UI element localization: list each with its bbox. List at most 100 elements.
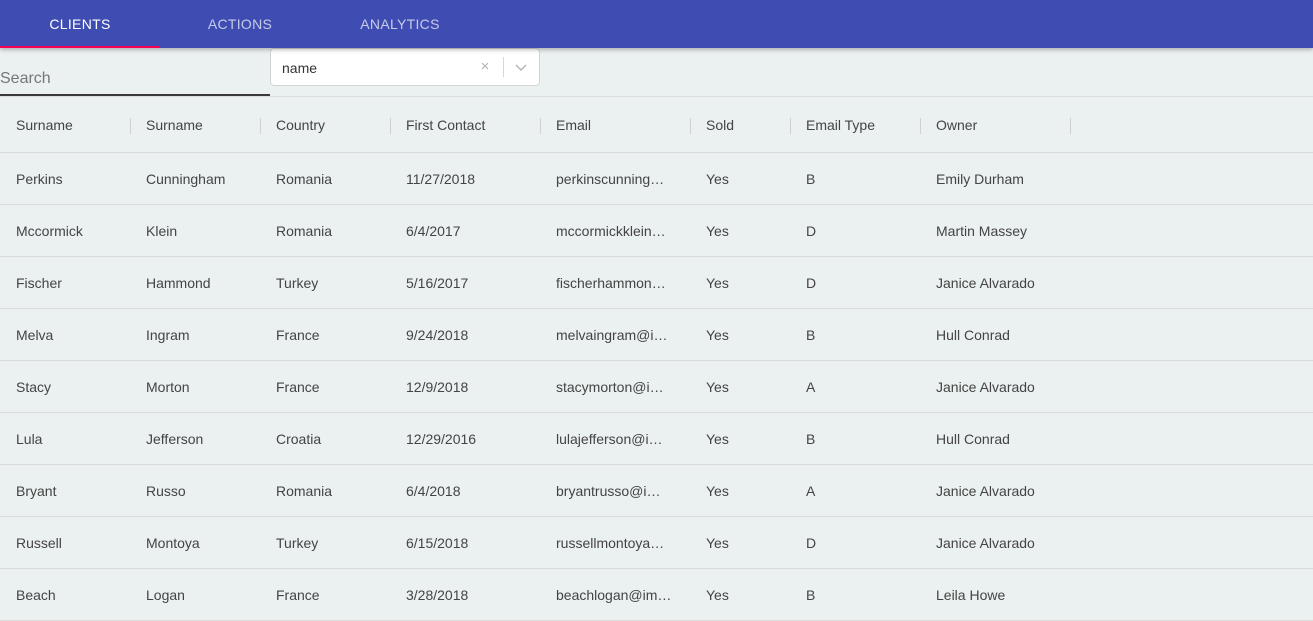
cell-email: stacymorton@i… — [556, 379, 664, 395]
table-row[interactable]: Beach Logan France 3/28/2018 beachlogan@… — [0, 569, 1313, 621]
cell-surname-2: Cunningham — [146, 171, 226, 187]
column-header-first-contact[interactable]: First Contact — [406, 117, 486, 133]
cell-first-contact: 12/9/2018 — [406, 379, 469, 395]
cell-sold: Yes — [706, 431, 729, 447]
cell-email: beachlogan@im… — [556, 587, 672, 603]
column-header-owner[interactable]: Owner — [936, 117, 978, 133]
cell-email-type: D — [806, 275, 817, 291]
clients-table: Surname Surname Country First Contact Em… — [0, 96, 1313, 621]
column-separator[interactable] — [390, 118, 391, 134]
tab-actions[interactable]: ACTIONS — [160, 0, 320, 48]
cell-email-type: B — [806, 171, 816, 187]
cell-country: France — [276, 379, 320, 395]
table-row[interactable]: Fischer Hammond Turkey 5/16/2017 fischer… — [0, 257, 1313, 309]
select-separator — [503, 57, 504, 77]
cell-first-contact: 12/29/2016 — [406, 431, 477, 447]
cell-sold: Yes — [706, 483, 729, 499]
cell-first-contact: 3/28/2018 — [406, 587, 469, 603]
cell-sold: Yes — [706, 275, 729, 291]
cell-first-contact: 6/4/2018 — [406, 483, 461, 499]
cell-surname: Mccormick — [16, 223, 83, 239]
cell-surname: Perkins — [16, 171, 63, 187]
cell-country: Romania — [276, 223, 333, 239]
tab-clients[interactable]: CLIENTS — [0, 0, 160, 48]
cell-surname-2: Ingram — [146, 327, 190, 343]
cell-owner: Janice Alvarado — [936, 275, 1035, 291]
tab-analytics-label: ANALYTICS — [360, 16, 440, 32]
cell-sold: Yes — [706, 379, 729, 395]
column-header-email[interactable]: Email — [556, 117, 592, 133]
column-separator[interactable] — [1070, 118, 1071, 134]
cell-surname-2: Montoya — [146, 535, 200, 551]
clear-icon[interactable]: × — [480, 58, 490, 75]
cell-sold: Yes — [706, 587, 729, 603]
cell-country: France — [276, 327, 320, 343]
column-separator[interactable] — [260, 118, 261, 134]
search-column-select[interactable]: name × — [270, 48, 540, 86]
chevron-down-icon[interactable] — [514, 60, 528, 74]
cell-surname-2: Hammond — [146, 275, 211, 291]
cell-email: melvaingram@i… — [556, 327, 668, 343]
search-input[interactable] — [0, 66, 268, 92]
cell-country: Croatia — [276, 431, 322, 447]
cell-email-type: B — [806, 431, 816, 447]
column-separator[interactable] — [920, 118, 921, 134]
table-row[interactable]: Lula Jefferson Croatia 12/29/2016 lulaje… — [0, 413, 1313, 465]
cell-first-contact: 6/4/2017 — [406, 223, 461, 239]
cell-owner: Hull Conrad — [936, 327, 1010, 343]
table-row[interactable]: Mccormick Klein Romania 6/4/2017 mccormi… — [0, 205, 1313, 257]
cell-country: Turkey — [276, 535, 319, 551]
column-header-surname[interactable]: Surname — [16, 117, 73, 133]
cell-email-type: A — [806, 483, 816, 499]
cell-country: Turkey — [276, 275, 319, 291]
cell-email-type: D — [806, 535, 817, 551]
cell-first-contact: 6/15/2018 — [406, 535, 469, 551]
table-row[interactable]: Perkins Cunningham Romania 11/27/2018 pe… — [0, 153, 1313, 205]
column-header-sold[interactable]: Sold — [706, 117, 735, 133]
table-header: Surname Surname Country First Contact Em… — [0, 97, 1313, 153]
tab-actions-label: ACTIONS — [207, 16, 273, 32]
cell-owner: Janice Alvarado — [936, 535, 1035, 551]
column-header-surname-2[interactable]: Surname — [146, 117, 203, 133]
cell-country: Romania — [276, 483, 333, 499]
cell-email: mccormickklein… — [556, 223, 666, 239]
cell-country: France — [276, 587, 320, 603]
column-header-email-type[interactable]: Email Type — [806, 117, 875, 133]
table-row[interactable]: Stacy Morton France 12/9/2018 stacymorto… — [0, 361, 1313, 413]
column-header-country[interactable]: Country — [276, 117, 326, 133]
cell-email: russellmontoya… — [556, 535, 665, 551]
column-separator[interactable] — [690, 118, 691, 134]
cell-sold: Yes — [706, 327, 729, 343]
cell-email: bryantrusso@i… — [556, 483, 661, 499]
cell-owner: Janice Alvarado — [936, 483, 1035, 499]
cell-surname-2: Logan — [146, 587, 185, 603]
cell-surname: Beach — [16, 587, 56, 603]
cell-surname: Melva — [16, 327, 54, 343]
tab-analytics[interactable]: ANALYTICS — [320, 0, 480, 48]
cell-surname-2: Klein — [146, 223, 178, 239]
cell-surname: Fischer — [16, 275, 62, 291]
table-row[interactable]: Melva Ingram France 9/24/2018 melvaingra… — [0, 309, 1313, 361]
cell-owner: Hull Conrad — [936, 431, 1010, 447]
cell-first-contact: 5/16/2017 — [406, 275, 469, 291]
cell-sold: Yes — [706, 223, 729, 239]
cell-email-type: B — [806, 587, 816, 603]
column-separator[interactable] — [540, 118, 541, 134]
active-tab-indicator — [0, 46, 160, 48]
cell-owner: Martin Massey — [936, 223, 1028, 239]
cell-sold: Yes — [706, 171, 729, 187]
select-value: name — [282, 60, 318, 76]
cell-surname-2: Russo — [146, 483, 186, 499]
cell-first-contact: 9/24/2018 — [406, 327, 469, 343]
table-row[interactable]: Russell Montoya Turkey 6/15/2018 russell… — [0, 517, 1313, 569]
cell-first-contact: 11/27/2018 — [406, 171, 476, 187]
cell-country: Romania — [276, 171, 333, 187]
column-separator[interactable] — [790, 118, 791, 134]
column-separator[interactable] — [130, 118, 131, 134]
cell-sold: Yes — [706, 535, 729, 551]
cell-owner: Emily Durham — [936, 171, 1024, 187]
cell-email: lulajefferson@i… — [556, 431, 663, 447]
table-row[interactable]: Bryant Russo Romania 6/4/2018 bryantruss… — [0, 465, 1313, 517]
cell-email: fischerhammon… — [556, 275, 666, 291]
search-field — [0, 56, 270, 96]
